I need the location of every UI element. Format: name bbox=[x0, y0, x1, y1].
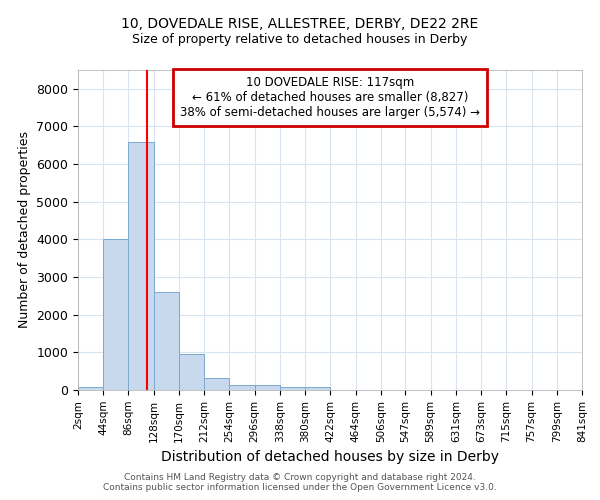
Text: 10, DOVEDALE RISE, ALLESTREE, DERBY, DE22 2RE: 10, DOVEDALE RISE, ALLESTREE, DERBY, DE2… bbox=[121, 18, 479, 32]
Bar bbox=[78, 387, 103, 390]
Bar bbox=[280, 387, 305, 390]
Bar bbox=[204, 378, 229, 390]
Y-axis label: Number of detached properties: Number of detached properties bbox=[18, 132, 31, 328]
Bar bbox=[154, 292, 179, 390]
Bar bbox=[305, 387, 331, 390]
Bar bbox=[254, 385, 280, 390]
Bar bbox=[128, 142, 154, 390]
Text: Contains HM Land Registry data © Crown copyright and database right 2024.
Contai: Contains HM Land Registry data © Crown c… bbox=[103, 473, 497, 492]
Bar bbox=[179, 354, 204, 390]
Bar bbox=[103, 240, 128, 390]
X-axis label: Distribution of detached houses by size in Derby: Distribution of detached houses by size … bbox=[161, 450, 499, 464]
Text: Size of property relative to detached houses in Derby: Size of property relative to detached ho… bbox=[133, 32, 467, 46]
Bar bbox=[229, 385, 254, 390]
Text: 10 DOVEDALE RISE: 117sqm
← 61% of detached houses are smaller (8,827)
38% of sem: 10 DOVEDALE RISE: 117sqm ← 61% of detach… bbox=[180, 76, 480, 120]
